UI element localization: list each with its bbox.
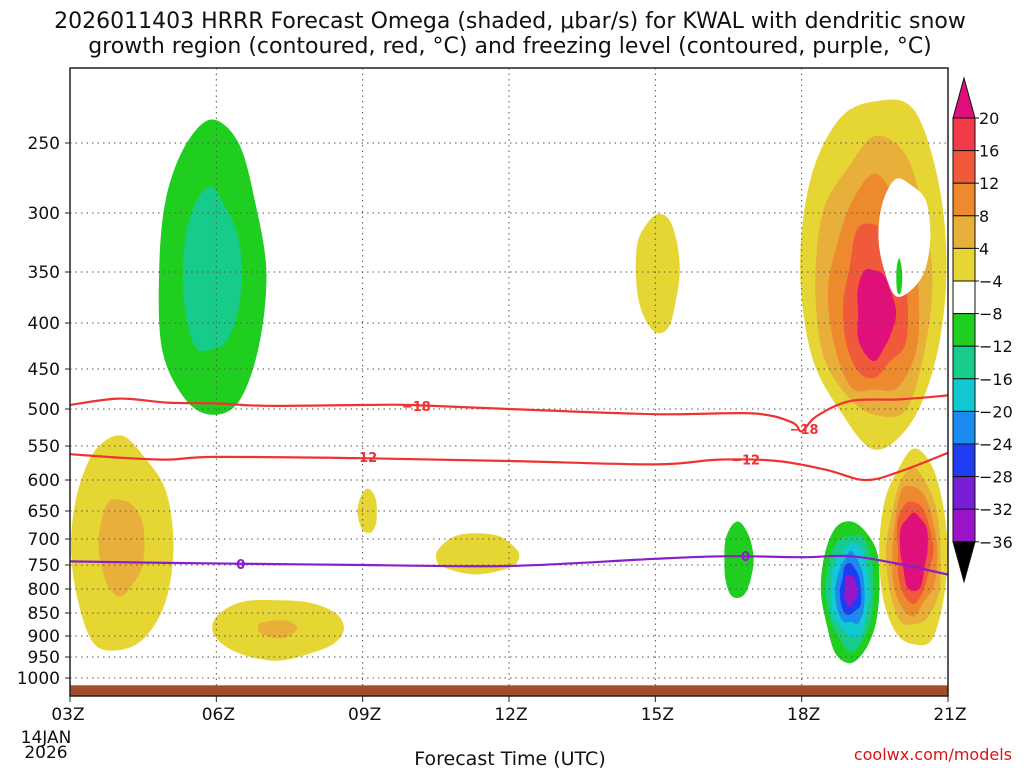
- colorbar-label-13: −36: [979, 533, 1013, 552]
- omega-band-rising-cell-12z-0: [435, 533, 520, 575]
- omega-band-sinking-cell-19z-5: [844, 574, 858, 607]
- omega-band-rising-cell-04z-lowlevel-1: [98, 499, 145, 597]
- x-axis-ticks: 03Z 06Z 09Z 12Z 15Z 18Z 21Z: [51, 696, 967, 725]
- omega-band-sinking-cell-05z-1: [182, 186, 243, 352]
- x-tick-label-21Z: 21Z: [933, 705, 966, 725]
- colorbar-label-10: −24: [979, 435, 1013, 454]
- y-tick-label-250: 250: [28, 134, 60, 154]
- colorbar: 20 16 12 8 4 −4 −8 −12 −16 −20 −24 −28 −32 −36: [952, 76, 1013, 584]
- contour-label-4: 0: [236, 558, 245, 573]
- omega-cell-rising-cell-04z-lowlevel: [71, 435, 174, 651]
- credit-text: coolwx.com/models: [854, 745, 1012, 764]
- y-tick-label-800: 800: [28, 580, 60, 600]
- colorbar-label-1: 16: [979, 142, 999, 161]
- x-tick-label-15Z: 15Z: [641, 705, 674, 725]
- chart-title-line-2: growth region (contoured, red, °C) and f…: [88, 34, 932, 59]
- omega-cell-sinking-cell-05z: [158, 119, 267, 415]
- colorbar-bin-4: [952, 215, 976, 249]
- y-tick-label-1000: 1000: [17, 669, 60, 689]
- colorbar-label-9: −20: [979, 402, 1013, 421]
- isotherm-dendritic-minus18: [69, 394, 949, 433]
- colorbar-label-12: −32: [979, 500, 1013, 519]
- y-tick-label-600: 600: [28, 471, 60, 491]
- colorbar-label-7: −12: [979, 337, 1013, 356]
- contour-label-3: −12: [731, 454, 760, 469]
- y-axis-ticks: 250 300 350 400 450 500 550 600 650 700 750 800 850 9…: [17, 134, 70, 689]
- y-tick-label-350: 350: [28, 263, 60, 283]
- y-tick-label-550: 550: [28, 437, 60, 457]
- omega-cell-sinking-cell-17z: [724, 521, 754, 598]
- omega-band-rising-cell-19z-upper-4: [857, 268, 897, 362]
- contour-label-5: 0: [741, 550, 750, 565]
- x-tick-label-09Z: 09Z: [348, 705, 381, 725]
- isotherm-contours: [69, 394, 949, 576]
- omega-cell-rising-cell-12z: [435, 533, 520, 575]
- chart-title-line-1: 2026011403 HRRR Forecast Omega (shaded, …: [54, 9, 966, 34]
- y-tick-label-400: 400: [28, 314, 60, 334]
- omega-cell-rising-cell-06z-lowlevel: [212, 599, 344, 661]
- colorbar-bin-1: [952, 117, 976, 152]
- contour-labels: −18 −18 −12 −12 0 0: [236, 400, 819, 573]
- colorbar-bin-7: [952, 313, 976, 347]
- omega-sliver-upper-green: [896, 258, 903, 295]
- colorbar-bin-8: [952, 345, 976, 380]
- colorbar-label-5: −4: [979, 272, 1003, 291]
- x-date-day: 14JAN: [21, 728, 72, 748]
- y-tick-label-850: 850: [28, 604, 60, 624]
- x-tick-label-06Z: 06Z: [202, 705, 235, 725]
- omega-hole-upper-white: [878, 178, 931, 297]
- colorbar-label-6: −8: [979, 305, 1003, 324]
- colorbar-arrow-bottom: [952, 541, 976, 584]
- x-date-year: 2026: [24, 743, 67, 763]
- contour-label-0: −18: [402, 400, 431, 415]
- colorbar-label-11: −28: [979, 468, 1013, 487]
- x-axis-title: Forecast Time (UTC): [414, 748, 605, 768]
- colorbar-bin-9: [952, 378, 976, 412]
- y-tick-label-950: 950: [28, 648, 60, 668]
- y-tick-label-500: 500: [28, 400, 60, 420]
- y-tick-label-700: 700: [28, 530, 60, 550]
- y-tick-label-450: 450: [28, 360, 60, 380]
- grid-lines: [70, 68, 948, 696]
- omega-cell-rising-cell-19z-upper: [800, 99, 947, 450]
- omega-band-rising-cell-06z-lowlevel-1: [257, 620, 298, 639]
- omega-band-rising-cell-15z-upper-0: [635, 213, 680, 334]
- colorbar-bin-2: [952, 150, 976, 184]
- colorbar-label-0: 20: [979, 109, 999, 128]
- omega-band-rising-cell-20z-lowlevel-4: [899, 512, 928, 591]
- omega-cell-rising-cell-15z-upper: [635, 213, 680, 334]
- colorbar-label-8: −16: [979, 370, 1013, 389]
- y-tick-label-750: 750: [28, 556, 60, 576]
- omega-band-sinking-cell-17z-0: [724, 521, 754, 598]
- x-tick-label-03Z: 03Z: [51, 705, 84, 725]
- y-tick-label-900: 900: [28, 627, 60, 647]
- colorbar-bin-6: [952, 280, 976, 315]
- colorbar-bin-11: [952, 443, 976, 478]
- y-tick-label-300: 300: [28, 204, 60, 224]
- contour-label-1: −18: [790, 423, 819, 438]
- colorbar-bin-12: [952, 476, 976, 510]
- plot-area: −18 −18 −12 −12 0 0: [69, 67, 949, 697]
- colorbar-bin-13: [952, 508, 976, 543]
- isotherm-freezing-level-0: [69, 554, 949, 576]
- colorbar-label-3: 8: [979, 207, 989, 226]
- contour-label-2: −12: [348, 451, 377, 466]
- omega-shading: [71, 99, 948, 664]
- y-tick-label-650: 650: [28, 502, 60, 522]
- x-tick-label-18Z: 18Z: [787, 705, 820, 725]
- colorbar-bin-10: [952, 410, 976, 445]
- omega-cell-rising-cell-20z-lowlevel: [879, 448, 948, 646]
- colorbar-label-4: 4: [979, 239, 989, 258]
- colorbar-label-2: 12: [979, 174, 999, 193]
- isotherm-dendritic-minus12: [69, 451, 949, 482]
- x-tick-label-12Z: 12Z: [494, 705, 527, 725]
- colorbar-bin-3: [952, 182, 976, 217]
- ground-surface: [70, 685, 948, 696]
- colorbar-bin-5: [952, 247, 976, 282]
